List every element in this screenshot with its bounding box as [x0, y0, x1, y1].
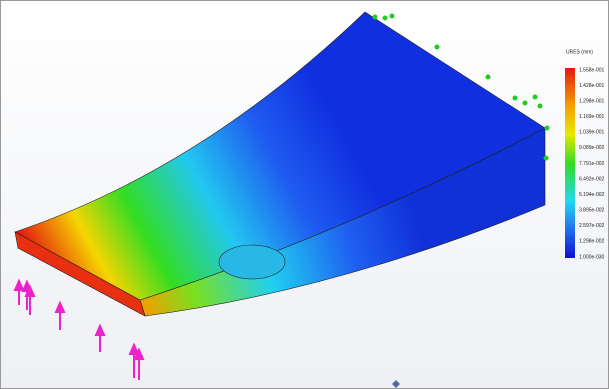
legend-label: 6.492e-002 — [579, 176, 605, 182]
legend-label: 1.039e-001 — [579, 130, 605, 136]
legend-label: 5.194e-002 — [579, 192, 605, 198]
legend-label: 1.558e-001 — [579, 67, 605, 73]
legend-label: 2.597e-002 — [579, 223, 605, 229]
legend-label: 7.791e-002 — [579, 161, 605, 167]
screenshot: URES (mm) 1.558e-001 1.428e-001 1.298e-001… — [0, 0, 609, 389]
hole — [219, 245, 285, 279]
legend-label: 1.000e-030 — [579, 254, 605, 260]
legend-label: 1.298e-002 — [579, 239, 605, 245]
legend-label: 1.298e-001 — [579, 98, 605, 104]
legend-label: 9.089e-002 — [579, 145, 605, 151]
legend-label: 1.169e-001 — [579, 114, 605, 120]
legend-label: 3.895e-002 — [579, 208, 605, 214]
legend-title: URES (mm) — [566, 49, 593, 55]
legend-label: 1.428e-001 — [579, 83, 605, 89]
color-bar — [565, 68, 575, 258]
viewport: URES (mm) 1.558e-001 1.428e-001 1.298e-001… — [0, 0, 609, 389]
